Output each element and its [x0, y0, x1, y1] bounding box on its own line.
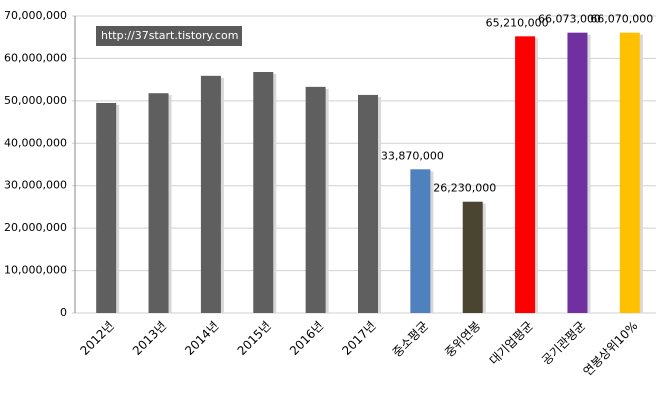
bar: [462, 201, 483, 313]
bar: [253, 72, 274, 314]
data-label: 66,070,000: [590, 13, 653, 26]
bar: [358, 94, 378, 313]
bar: [200, 75, 221, 314]
data-label: 65,210,000: [486, 16, 549, 29]
y-tick-label: 60,000,000: [4, 51, 67, 64]
y-tick-label: 70,000,000: [4, 9, 67, 22]
data-label: 66,073,000: [538, 13, 601, 26]
y-tick-label: 40,000,000: [4, 136, 67, 149]
data-label: 33,870,000: [381, 149, 444, 162]
bar: [410, 169, 431, 313]
bar: [305, 86, 326, 313]
bar: [148, 93, 169, 313]
bar: [515, 36, 536, 314]
data-label: 26,230,000: [433, 182, 496, 195]
y-tick-label: 0: [60, 306, 67, 319]
y-tick-label: 20,000,000: [4, 221, 67, 234]
watermark: http://37start.tistory.com: [101, 29, 238, 42]
bar: [619, 32, 640, 313]
y-tick-label: 50,000,000: [4, 94, 67, 107]
bar: [96, 102, 117, 313]
watermark-box: [96, 26, 242, 46]
y-tick-label: 10,000,000: [4, 264, 67, 277]
y-tick-label: 30,000,000: [4, 179, 67, 192]
bar: [567, 32, 588, 313]
